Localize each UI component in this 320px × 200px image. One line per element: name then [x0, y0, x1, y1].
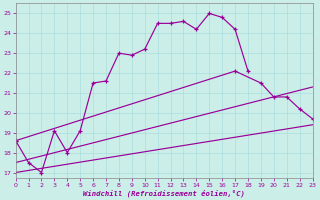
X-axis label: Windchill (Refroidissement éolien,°C): Windchill (Refroidissement éolien,°C) [83, 189, 245, 197]
